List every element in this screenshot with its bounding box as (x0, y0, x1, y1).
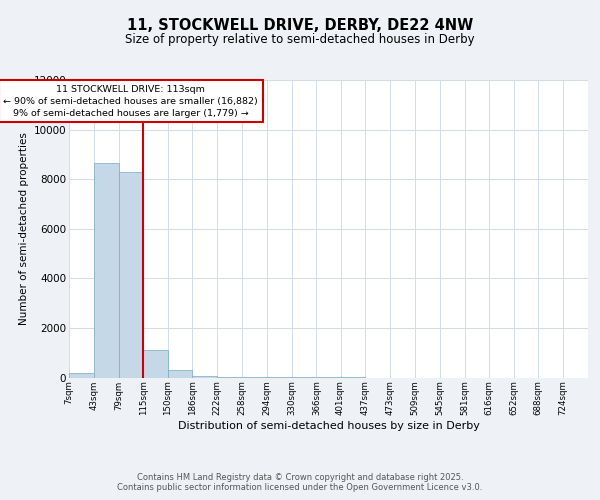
Text: Size of property relative to semi-detached houses in Derby: Size of property relative to semi-detach… (125, 32, 475, 46)
Bar (69, 372, 94, 378)
X-axis label: Distribution of semi-detached houses by size in Derby: Distribution of semi-detached houses by … (178, 420, 479, 430)
Bar (167, 370, 193, 378)
Text: 11 STOCKWELL DRIVE: 113sqm
← 90% of semi-detached houses are smaller (16,882)
9%: 11 STOCKWELL DRIVE: 113sqm ← 90% of semi… (4, 85, 258, 117)
Text: Contains public sector information licensed under the Open Government Licence v3: Contains public sector information licen… (118, 484, 482, 492)
Bar (94, 163, 119, 378)
Y-axis label: Number of semi-detached properties: Number of semi-detached properties (19, 132, 29, 325)
Bar (143, 350, 167, 378)
Bar (119, 172, 143, 378)
Text: 11, STOCKWELL DRIVE, DERBY, DE22 4NW: 11, STOCKWELL DRIVE, DERBY, DE22 4NW (127, 18, 473, 32)
Bar (193, 376, 217, 378)
Text: Contains HM Land Registry data © Crown copyright and database right 2025.: Contains HM Land Registry data © Crown c… (137, 472, 463, 482)
